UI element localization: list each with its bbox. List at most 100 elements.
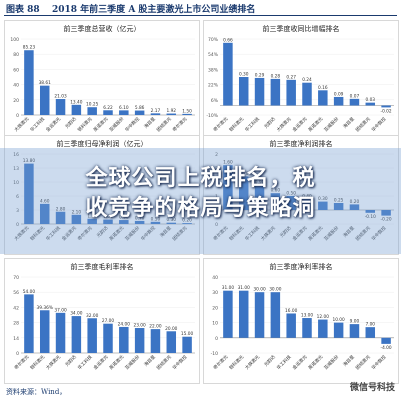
data-label: 20.00 <box>165 326 178 332</box>
chart-svg: 前三季度总营收（亿元）02040608010085.23大族激光38.61华工科… <box>10 24 195 133</box>
bar <box>270 193 281 210</box>
category-label: 光韵达 <box>63 353 78 368</box>
category-label: 华中数控 <box>370 353 388 371</box>
data-label: 6.10 <box>119 105 129 111</box>
y-tick-label: 13 <box>13 166 19 172</box>
bar <box>333 203 344 210</box>
category-label: 大族激光 <box>44 353 62 371</box>
data-label: 0.30 <box>166 217 176 223</box>
y-tick-label: 20 <box>212 305 218 311</box>
y-tick-label: 30 <box>212 290 218 296</box>
bar <box>166 113 177 115</box>
y-tick-label: 3 <box>16 208 19 214</box>
category-label: 海目星 <box>341 353 356 368</box>
bar <box>71 214 82 224</box>
data-label: 23.00 <box>133 323 146 329</box>
y-tick-label: 70% <box>208 37 219 43</box>
y-tick-label: -10% <box>206 113 218 119</box>
category-label: 华工科技 <box>76 353 94 371</box>
bar <box>55 312 66 353</box>
chart-svg: 前三季度净利润排名0011221.60帝尔激光1.20锐科激光0.90华工科技0… <box>212 139 394 242</box>
bar <box>318 319 328 338</box>
data-label: 0.70 <box>135 215 145 221</box>
bar <box>286 196 296 210</box>
bar <box>39 85 50 115</box>
data-label: 30.00 <box>253 287 266 293</box>
data-label: 0.30 <box>318 196 328 202</box>
bar <box>39 310 50 353</box>
category-label: 海目星 <box>142 353 157 368</box>
y-tick-label: 16 <box>13 152 19 158</box>
category-label: 金运激光 <box>44 115 62 133</box>
y-tick-label: 0 <box>16 113 19 119</box>
figure-label: 图表 88 <box>6 5 40 15</box>
data-label: 0.28 <box>271 73 281 79</box>
bar <box>365 210 376 213</box>
data-label: 0.29 <box>255 72 265 78</box>
data-label: 0.60 <box>271 188 281 194</box>
bar <box>71 316 82 353</box>
category-label: 锐科激光 <box>227 353 245 371</box>
bar <box>71 104 82 115</box>
y-tick-label: 0 <box>215 208 218 214</box>
category-label: 光韵达 <box>262 353 277 368</box>
bar <box>55 211 66 224</box>
y-tick-label: 60 <box>13 67 19 73</box>
y-tick-label: 54% <box>208 52 219 58</box>
y-tick-label: 40 <box>13 83 19 89</box>
category-label: 亚威股份 <box>108 115 126 133</box>
bar <box>381 105 391 108</box>
chart-panel-net-margin: 前三季度净利率排名 -10 0 10 20 30 40 31.00 帝尔激光 31.00 锐科激光 3… <box>203 258 399 384</box>
chart-panel-revenue-growth: 前三季度收同比增幅排名 -10% 6% 22% 38% 54% 70% 0.66 帝尔激光 0.3… <box>203 20 399 146</box>
bar <box>103 110 113 115</box>
bar <box>182 113 192 115</box>
data-label: 0.09 <box>334 91 344 97</box>
data-label: 0.24 <box>302 77 312 83</box>
figure-title: 2018 年前三季度 A 股主要激光上市公司业绩排名 <box>52 5 256 15</box>
bar <box>238 77 249 106</box>
data-label: 10.00 <box>332 317 345 323</box>
bar <box>349 204 360 210</box>
chart-title: 前三季度毛利率排名 <box>71 262 134 271</box>
y-tick-label: 1 <box>215 194 218 200</box>
data-label: 7.00 <box>365 322 375 328</box>
data-label: 38.61 <box>39 80 52 86</box>
chart-title: 前三季度总营收（亿元） <box>64 24 141 33</box>
data-label: -4.00 <box>381 345 392 351</box>
data-label: 13.80 <box>23 158 36 164</box>
bar <box>119 220 129 224</box>
overlay-headline-line-2: 收竞争的格局与策略洞 <box>85 196 316 221</box>
overlay-headline-line-1: 全球公司上税排名，税 <box>85 166 316 191</box>
chart-panel-net-profit: 前三季度归母净利润（亿元） 0 3 6 10 13 16 13.80 大族激光 4.60 锐科激光 2… <box>4 135 200 255</box>
bar <box>134 110 145 115</box>
category-label: 大族激光 <box>275 115 293 133</box>
bar <box>381 210 391 216</box>
category-label: 亚威股份 <box>322 353 340 371</box>
category-label: 亚威股份 <box>322 115 340 133</box>
category-label: 华中数控 <box>123 115 141 133</box>
data-label: 0.07 <box>350 93 360 99</box>
data-label: 5.86 <box>135 105 145 111</box>
y-tick-label: 1 <box>215 180 218 186</box>
category-label: 光韵达 <box>63 115 78 130</box>
bar <box>103 219 113 224</box>
y-tick-label: 80 <box>13 52 19 58</box>
category-label: 团结激光 <box>354 115 372 133</box>
data-label: 2.10 <box>72 209 82 215</box>
data-label: 13.00 <box>301 313 314 319</box>
bar <box>349 98 360 106</box>
data-label: -0.20 <box>381 217 392 223</box>
data-label: 1.60 <box>223 160 233 166</box>
data-label: 1.50 <box>182 108 192 114</box>
data-label: 13.40 <box>70 99 83 105</box>
data-label: 31.00 <box>222 285 235 291</box>
bar <box>365 102 376 106</box>
data-label: 6.22 <box>103 105 113 111</box>
data-label: 1.92 <box>166 108 176 114</box>
data-label: 32.00 <box>86 313 99 319</box>
category-label: 金运激光 <box>291 115 309 133</box>
y-tick-label: 70 <box>13 275 19 281</box>
data-label: 15.00 <box>181 331 194 337</box>
y-tick-label: 20 <box>13 98 19 104</box>
data-label: 24.00 <box>118 321 131 327</box>
